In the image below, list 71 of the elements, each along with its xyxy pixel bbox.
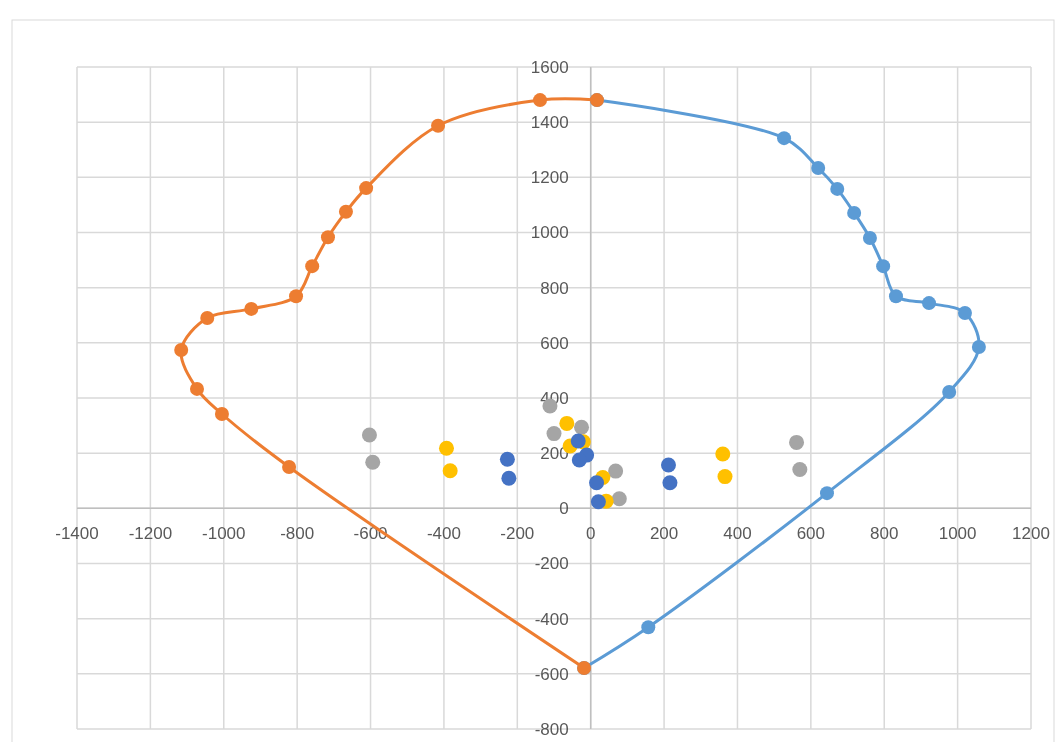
x-tick-label: 0: [585, 524, 596, 544]
point: [361, 427, 377, 443]
y-tick-label: -400: [534, 609, 569, 629]
point: [501, 470, 517, 486]
point: [660, 457, 676, 473]
y-tick-label: 0: [559, 499, 569, 519]
point: [717, 469, 733, 485]
x-tick-label: 200: [649, 524, 679, 544]
x-tick-label: 400: [723, 524, 752, 544]
point: [957, 306, 972, 321]
y-tick-label: -200: [534, 554, 569, 574]
point: [571, 452, 587, 468]
point: [847, 205, 862, 220]
point: [942, 384, 957, 399]
y-tick-label: 600: [540, 333, 569, 353]
point: [559, 415, 575, 431]
point: [214, 407, 229, 421]
point: [442, 463, 458, 479]
point: [338, 204, 353, 219]
point: [888, 289, 903, 304]
point: [590, 494, 606, 510]
point: [574, 419, 590, 435]
point: [200, 311, 215, 326]
point: [641, 620, 656, 635]
point: [715, 446, 731, 462]
x-tick-label: -400: [426, 524, 461, 544]
point: [789, 434, 805, 450]
point: [876, 259, 891, 274]
y-tick-label: 800: [540, 278, 569, 298]
x-tick-label: -1000: [202, 524, 246, 544]
point: [819, 486, 834, 501]
x-tick-label: 600: [796, 524, 826, 544]
point: [570, 433, 586, 449]
point: [189, 381, 204, 396]
x-tick-label: 1200: [1012, 524, 1050, 544]
point: [359, 181, 374, 196]
point: [971, 339, 986, 354]
point: [244, 301, 259, 316]
point: [589, 475, 605, 491]
point: [611, 491, 627, 507]
point: [365, 454, 381, 470]
point: [174, 343, 189, 358]
point: [289, 289, 304, 304]
point: [862, 231, 877, 246]
y-tick-label: 1600: [530, 57, 569, 77]
point: [662, 475, 678, 491]
y-tick-label: -800: [534, 719, 569, 739]
point: [533, 93, 548, 108]
point: [811, 160, 826, 175]
y-tick-label: 1400: [530, 113, 569, 133]
x-tick-label: 800: [870, 524, 899, 544]
point: [499, 451, 515, 467]
x-tick-label: -1200: [128, 524, 173, 544]
point: [282, 459, 297, 474]
point: [777, 131, 792, 146]
x-tick-label: 1000: [938, 524, 977, 544]
point: [438, 440, 454, 456]
y-tick-label: -600: [534, 664, 569, 684]
point: [320, 230, 335, 245]
point: [305, 259, 320, 274]
point: [608, 463, 624, 479]
x-tick-label: -1400: [55, 524, 99, 544]
y-tick-label: 1000: [530, 223, 569, 243]
point: [922, 296, 936, 311]
y-tick-label: 1200: [530, 168, 569, 188]
point: [546, 426, 562, 442]
point: [431, 118, 446, 133]
x-tick-label: -800: [280, 524, 315, 544]
x-tick-label: -200: [500, 524, 535, 544]
point: [792, 461, 808, 477]
point: [830, 181, 845, 196]
